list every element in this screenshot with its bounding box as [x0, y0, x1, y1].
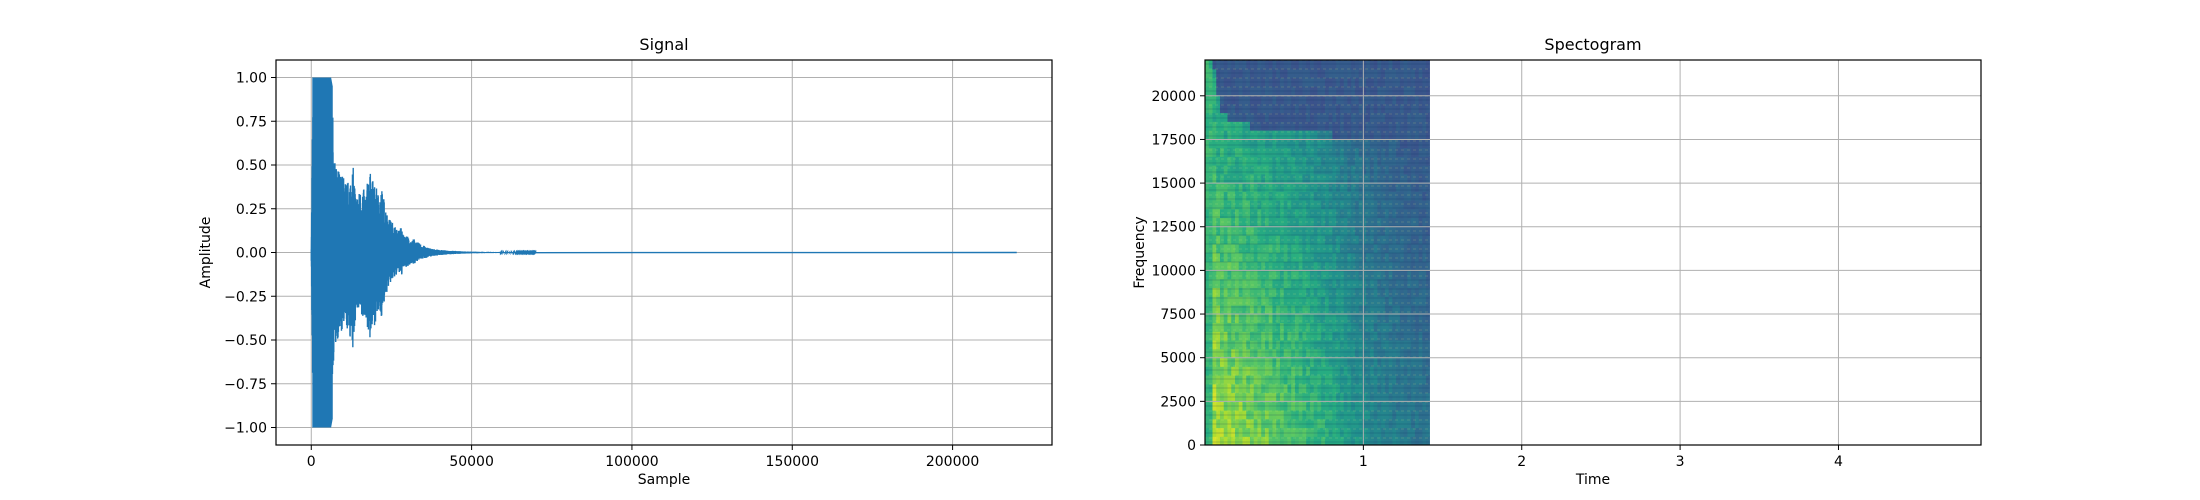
spectogram-ytick-label: 17500	[1151, 132, 1196, 148]
spectogram-xtick-label: 2	[1517, 454, 1526, 470]
signal-axes: Signal Sample Amplitude 0 50000 100000 1500…	[198, 35, 1053, 488]
signal-xtick-label: 50000	[449, 454, 494, 470]
signal-ylabel: Amplitude	[198, 217, 214, 289]
signal-ytick-label: 1.00	[236, 71, 267, 87]
signal-title: Signal	[639, 35, 688, 54]
signal-ytick-label: 0.25	[236, 202, 267, 218]
signal-ytick-label: 0.50	[236, 158, 267, 174]
spectogram-ytick-label: 15000	[1151, 176, 1196, 192]
signal-ticks: 0 50000 100000 150000 200000 −1.00 −0.75 −0.50 −…	[224, 71, 979, 471]
signal-ytick-label: 0.00	[236, 246, 267, 262]
spectogram-ytick-label: 12500	[1151, 220, 1196, 236]
spectogram-ylabel: Frequency	[1132, 216, 1148, 288]
signal-xtick-label: 100000	[605, 454, 658, 470]
spectogram-ytick-label: 5000	[1160, 351, 1196, 367]
spectogram-title: Spectogram	[1544, 35, 1641, 54]
signal-xtick-label: 200000	[926, 454, 979, 470]
signal-ytick-label: −0.75	[224, 377, 267, 393]
spectogram-axes: Spectogram Time Frequency 1 2 3 4 0 2500 5000 7…	[1132, 35, 1982, 488]
signal-ytick-label: −1.00	[224, 421, 267, 437]
signal-ytick-label: −0.25	[224, 289, 267, 305]
spectogram-ytick-label: 2500	[1160, 394, 1196, 410]
signal-xtick-label: 0	[307, 454, 316, 470]
signal-plot	[310, 77, 1017, 428]
spectogram-ytick-label: 7500	[1160, 307, 1196, 323]
spectogram-xtick-label: 4	[1834, 454, 1843, 470]
signal-line	[310, 77, 1017, 428]
signal-ytick-label: 0.75	[236, 114, 267, 130]
spectogram-ytick-label: 20000	[1151, 89, 1196, 105]
spectogram-texture	[1205, 60, 1430, 445]
signal-ytick-label: −0.50	[224, 333, 267, 349]
spectogram-xlabel: Time	[1575, 472, 1610, 488]
signal-xlabel: Sample	[638, 472, 691, 488]
spectogram-frame	[1204, 59, 1982, 446]
spectogram-xtick-label: 3	[1676, 454, 1685, 470]
spectogram-xtick-label: 1	[1359, 454, 1368, 470]
spectogram-ytick-label: 0	[1187, 438, 1196, 454]
signal-xtick-label: 150000	[766, 454, 819, 470]
spectogram-image	[1205, 60, 1430, 445]
spectogram-ytick-label: 10000	[1151, 263, 1196, 279]
signal-frame	[275, 59, 1053, 446]
spectogram-ticks: 1 2 3 4 0 2500 5000 7500 10000 12500 15000 17500 200…	[1151, 89, 1843, 470]
